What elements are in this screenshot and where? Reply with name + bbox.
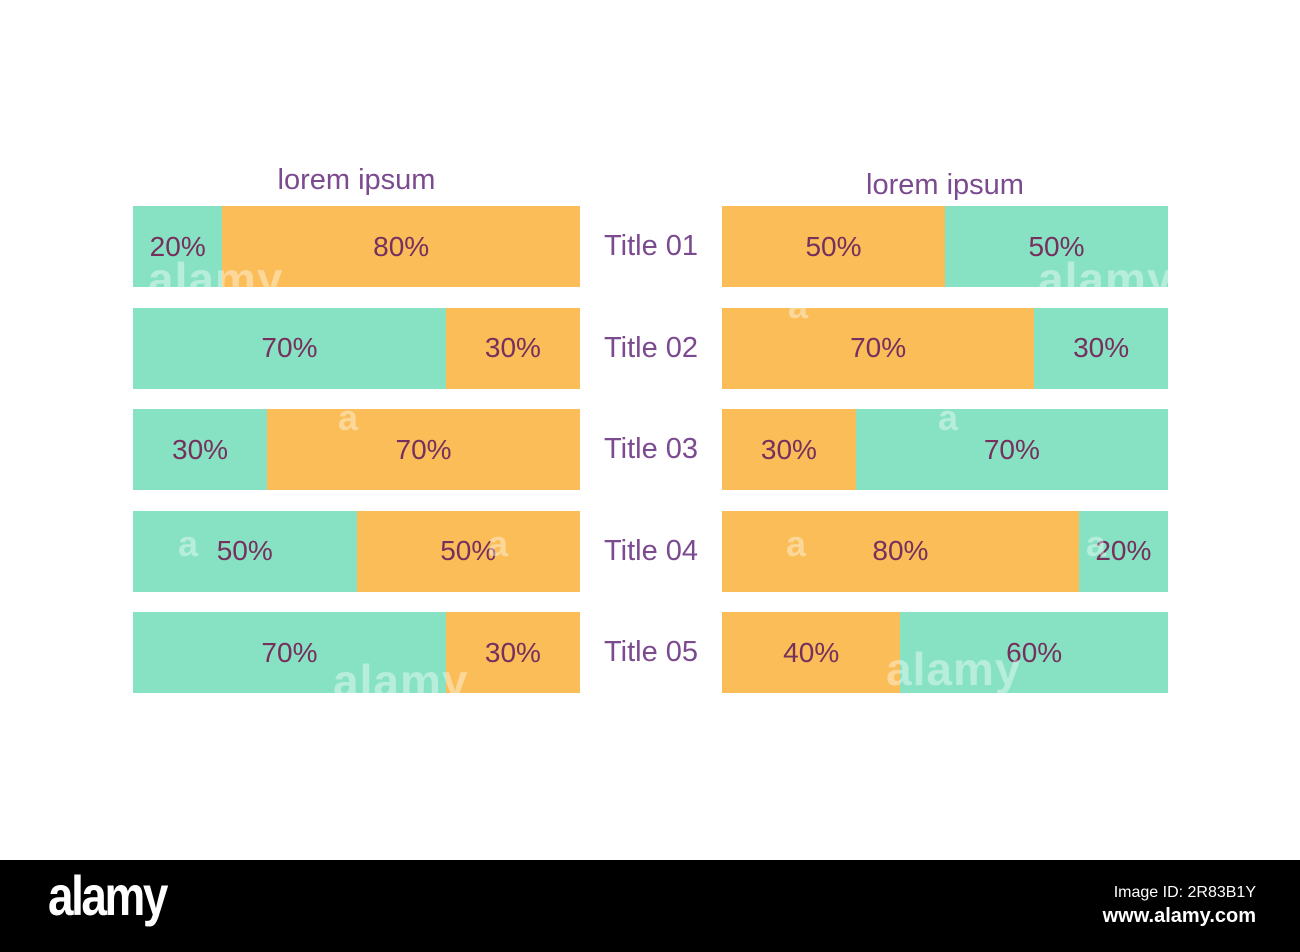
bar-segment-teal: 20% [133, 206, 223, 287]
row-title-3: Title 03 [603, 433, 699, 465]
percent-label: 70% [261, 636, 318, 668]
row-title-2: Title 02 [603, 331, 699, 364]
bar-segment-teal: 30% [133, 409, 268, 490]
right-bar-row-4: 80% 20% [722, 510, 1168, 592]
bar-segment-teal: 50% [133, 510, 357, 592]
alamy-footer-bar: alamy Image ID: 2R83B1Y www.alamy.com [0, 860, 1300, 952]
left-chart-title: lorem ipsum [277, 164, 436, 196]
left-bar-row-2: 70% 30% [133, 307, 580, 389]
right-bar-row-3: 30% 70% [722, 409, 1168, 490]
percent-label: 70% [395, 433, 452, 465]
percent-label: 20% [149, 230, 206, 262]
bar-segment-teal: 50% [945, 206, 1168, 287]
percent-label: 80% [373, 230, 430, 262]
left-bar-row-3: 30% 70% [133, 409, 580, 490]
left-bar-row-4: 50% 50% [133, 510, 580, 592]
row-title-4: Title 04 [603, 534, 699, 567]
left-bar-row-1: 20% 80% [133, 206, 580, 287]
bar-segment-teal: 70% [133, 612, 446, 693]
percent-label: 40% [783, 636, 840, 668]
percent-label: 30% [760, 433, 817, 465]
row-title-5: Title 05 [603, 636, 699, 668]
percent-label: 20% [1095, 535, 1152, 566]
bar-segment-teal: 70% [855, 409, 1168, 490]
bar-segment-orange: 40% [722, 612, 901, 693]
percent-label: 70% [983, 433, 1040, 465]
alamy-logo: alamy [48, 864, 168, 927]
right-bar-row-2: 70% 30% [722, 307, 1168, 389]
bar-segment-teal: 30% [1034, 307, 1168, 389]
bar-segment-teal: 20% [1078, 510, 1168, 592]
percent-label: 60% [1006, 636, 1063, 668]
bar-segment-orange: 50% [722, 206, 945, 287]
percent-label: 80% [872, 535, 929, 566]
bar-segment-teal: 70% [133, 307, 446, 389]
percent-label: 30% [172, 433, 229, 465]
percent-label: 70% [261, 332, 318, 363]
percent-label: 50% [805, 230, 862, 262]
right-bar-row-1: 50% 50% [722, 206, 1168, 287]
bar-segment-orange: 70% [722, 307, 1035, 389]
bar-segment-orange: 80% [722, 510, 1079, 592]
right-bar-row-5: 40% 60% [722, 612, 1168, 693]
bar-segment-orange: 30% [445, 307, 580, 389]
percent-label: 30% [484, 332, 541, 363]
percent-label: 70% [850, 332, 907, 363]
bar-segment-orange: 30% [722, 409, 856, 490]
left-bar-row-5: 70% 30% [133, 612, 580, 693]
right-chart-title: lorem ipsum [866, 169, 1024, 201]
row-title-1: Title 01 [603, 230, 699, 262]
bar-segment-orange: 70% [267, 409, 580, 490]
alamy-url-text: www.alamy.com [1102, 905, 1256, 927]
bar-segment-orange: 30% [445, 612, 580, 693]
percent-label: 50% [1028, 230, 1085, 262]
percent-label: 30% [484, 636, 541, 668]
percent-label: 50% [216, 535, 273, 566]
bar-segment-orange: 50% [356, 510, 580, 592]
footer-credits: Image ID: 2R83B1Y www.alamy.com [1103, 882, 1256, 928]
percent-label: 30% [1073, 332, 1130, 363]
percent-label: 50% [440, 535, 497, 566]
image-id-text: Image ID: 2R83B1Y [1113, 884, 1256, 901]
bar-segment-teal: 60% [900, 612, 1168, 693]
bar-segment-orange: 80% [222, 206, 580, 287]
